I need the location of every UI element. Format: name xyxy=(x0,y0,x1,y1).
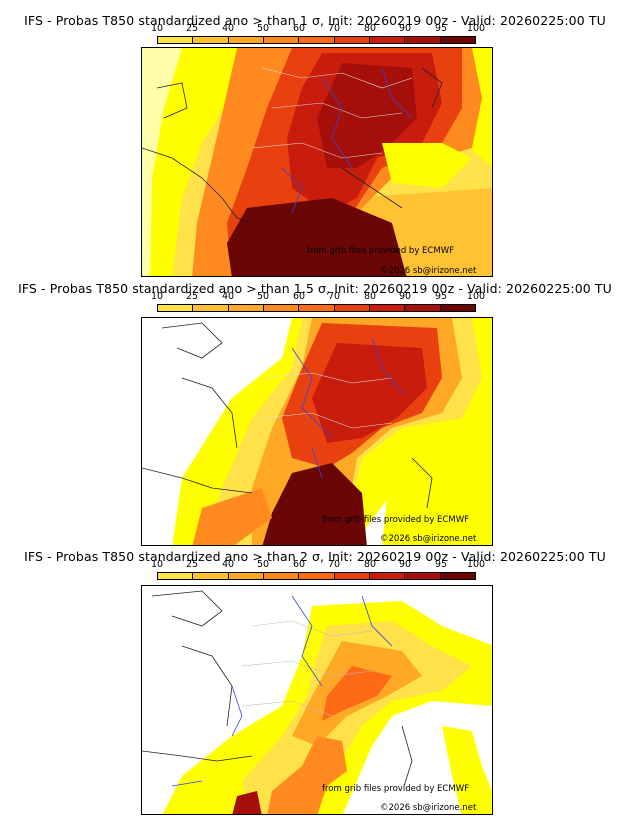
copyright-credit: ©2026 sb@irizone.net xyxy=(380,803,477,813)
legend-tick: 10 xyxy=(150,23,164,34)
data-source-credit: from grib files provided by ECMWF xyxy=(307,246,454,256)
legend-tick: 70 xyxy=(327,23,341,34)
legend-swatch xyxy=(369,573,406,579)
legend-tick: 60 xyxy=(292,291,306,302)
legend-tick: 100 xyxy=(466,559,486,570)
legend-swatch xyxy=(440,37,475,43)
data-source-credit: from grib files provided by ECMWF xyxy=(322,784,469,794)
legend-swatch xyxy=(193,305,229,311)
legend-tick: 80 xyxy=(363,559,377,570)
legend-tick: 50 xyxy=(256,23,270,34)
copyright-credit: ©2026 sb@irizone.net xyxy=(380,534,477,544)
legend-colorbar xyxy=(157,304,476,312)
legend-swatch xyxy=(440,573,475,579)
probability-map: from grib files provided by ECMWF ©2026 … xyxy=(141,585,493,815)
legend-tick: 70 xyxy=(327,559,341,570)
legend-swatch xyxy=(299,305,335,311)
legend-tick: 90 xyxy=(398,559,412,570)
panel-title: IFS - Probas T850 standardized ano > tha… xyxy=(24,13,606,28)
map-graphic xyxy=(142,318,492,545)
legend-swatch xyxy=(228,37,264,43)
legend-tick: 25 xyxy=(185,23,199,34)
copyright-credit: ©2026 sb@irizone.net xyxy=(380,266,477,276)
legend-swatch xyxy=(158,573,194,579)
legend-tick: 70 xyxy=(327,291,341,302)
legend-tick: 90 xyxy=(398,291,412,302)
legend-tick: 50 xyxy=(256,559,270,570)
legend-tick: 80 xyxy=(363,23,377,34)
legend-swatch xyxy=(369,305,406,311)
legend-swatch xyxy=(334,37,370,43)
legend-tick: 40 xyxy=(221,23,235,34)
legend-swatch xyxy=(440,305,475,311)
legend-tick: 80 xyxy=(363,291,377,302)
legend-tick: 95 xyxy=(434,291,448,302)
legend-tick: 50 xyxy=(256,291,270,302)
legend-swatch xyxy=(193,37,229,43)
map-graphic xyxy=(142,48,492,276)
legend-ticks: 10 25 40 50 60 70 80 90 95 100 xyxy=(142,292,492,302)
probability-map: from grib files provided by ECMWF ©2026 … xyxy=(141,317,493,546)
legend-tick: 90 xyxy=(398,23,412,34)
panel-title: IFS - Probas T850 standardized ano > tha… xyxy=(18,281,612,296)
legend-tick: 40 xyxy=(221,559,235,570)
legend-tick: 100 xyxy=(466,23,486,34)
legend-tick: 10 xyxy=(150,291,164,302)
data-source-credit: from grib files provided by ECMWF xyxy=(322,515,469,525)
legend-swatch xyxy=(263,37,300,43)
legend-swatch xyxy=(369,37,406,43)
legend-tick: 100 xyxy=(466,291,486,302)
legend-swatch xyxy=(299,37,335,43)
legend-swatch xyxy=(334,305,370,311)
panel-title: IFS - Probas T850 standardized ano > tha… xyxy=(24,549,606,564)
legend-swatch xyxy=(405,37,441,43)
legend-ticks: 10 25 40 50 60 70 80 90 95 100 xyxy=(142,24,492,34)
legend-swatch xyxy=(158,305,194,311)
legend-tick: 40 xyxy=(221,291,235,302)
legend-swatch xyxy=(263,573,300,579)
legend-colorbar xyxy=(157,572,476,580)
legend-swatch xyxy=(228,305,264,311)
legend-tick: 95 xyxy=(434,559,448,570)
legend-swatch xyxy=(334,573,370,579)
legend-tick: 25 xyxy=(185,291,199,302)
legend-swatch xyxy=(299,573,335,579)
legend-tick: 95 xyxy=(434,23,448,34)
legend-swatch xyxy=(405,573,441,579)
legend-swatch xyxy=(193,573,229,579)
legend-tick: 10 xyxy=(150,559,164,570)
probability-map: from grib files provided by ECMWF ©2026 … xyxy=(141,47,493,277)
legend-swatch xyxy=(405,305,441,311)
map-graphic xyxy=(142,586,492,814)
legend-tick: 60 xyxy=(292,559,306,570)
legend-swatch xyxy=(228,573,264,579)
legend-tick: 60 xyxy=(292,23,306,34)
legend-swatch xyxy=(158,37,194,43)
legend-colorbar xyxy=(157,36,476,44)
legend-swatch xyxy=(263,305,300,311)
legend-ticks: 10 25 40 50 60 70 80 90 95 100 xyxy=(142,560,492,570)
legend-tick: 25 xyxy=(185,559,199,570)
